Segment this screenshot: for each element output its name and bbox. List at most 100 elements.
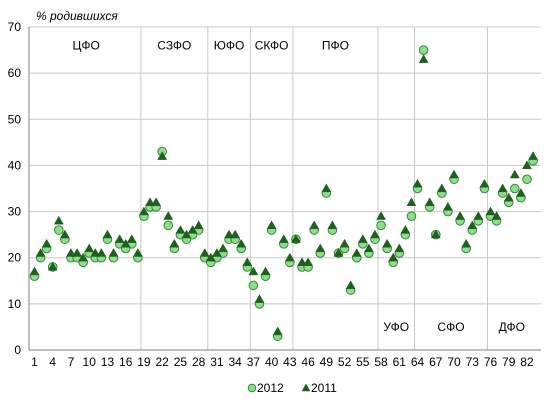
point-2011	[400, 225, 411, 234]
point-2011	[515, 188, 526, 197]
x-tick-label: 58	[374, 355, 388, 369]
point-2011	[41, 238, 52, 248]
x-tick-label: 67	[429, 355, 443, 369]
legend: 2012 2011	[247, 381, 337, 395]
y-tick-label: 60	[8, 66, 22, 80]
point-2011	[151, 197, 162, 206]
point-2011	[157, 151, 168, 160]
point-2011	[53, 215, 64, 225]
point-2011	[473, 211, 484, 220]
axes	[28, 27, 541, 351]
x-tick-label: 82	[520, 355, 534, 369]
x-tick-label: 1	[31, 355, 38, 369]
point-2011	[35, 248, 46, 257]
x-tick-label: 16	[119, 355, 133, 369]
x-tick-label: 34	[228, 355, 242, 369]
point-2011	[284, 252, 295, 262]
point-2011	[108, 248, 119, 257]
x-tick-label: 52	[338, 355, 352, 369]
point-2011	[211, 248, 222, 257]
y-axis-title: % родившихся	[36, 9, 118, 23]
point-2011	[503, 192, 514, 202]
point-2012	[376, 220, 386, 231]
point-2011	[84, 243, 95, 253]
point-2011	[376, 211, 386, 220]
y-tick-label: 20	[8, 251, 22, 265]
point-2011	[412, 178, 423, 188]
point-2011	[479, 178, 490, 188]
region-label: СКФО	[255, 38, 289, 52]
point-2011	[278, 234, 289, 243]
x-tick-label: 19	[137, 355, 151, 369]
x-tick-label: 64	[411, 355, 425, 369]
point-2011	[78, 252, 89, 262]
point-2011	[291, 234, 301, 243]
point-2011	[230, 229, 241, 239]
point-2011	[126, 234, 137, 243]
x-tick-label: 28	[192, 355, 206, 369]
x-tick-label: 46	[301, 355, 315, 369]
point-2011	[102, 229, 113, 239]
y-tick-label: 10	[8, 297, 22, 311]
point-2011	[497, 183, 508, 193]
point-2012	[510, 183, 520, 194]
x-tick-label: 61	[393, 355, 407, 369]
point-2011	[266, 220, 277, 230]
region-label: ПФО	[322, 38, 349, 52]
y-tick-label: 0	[14, 343, 21, 357]
x-tick-labels: 1 4 7 10 13 16 19 22 25 28 31 34 37 40 43 46 49 52 55 58 61 6…	[31, 355, 534, 369]
point-2011	[382, 238, 393, 248]
point-2011	[254, 294, 265, 303]
point-2011	[485, 206, 496, 216]
point-2011	[522, 160, 532, 170]
legend-label-2012: 2012	[257, 381, 284, 395]
point-2011	[509, 169, 520, 179]
point-2011	[59, 229, 70, 239]
region-label: СЗФО	[157, 38, 191, 52]
y-tick-label: 70	[8, 20, 22, 34]
x-tick-label: 10	[83, 355, 97, 369]
point-2011	[72, 248, 82, 257]
x-tick-label: 55	[356, 355, 370, 369]
x-tick-label: 22	[156, 355, 170, 369]
point-2011	[406, 197, 417, 206]
point-2011	[315, 243, 326, 253]
point-2011	[357, 234, 368, 243]
point-2011	[242, 257, 253, 266]
point-2011	[260, 266, 271, 276]
point-2011	[181, 229, 192, 239]
point-2011	[120, 238, 131, 248]
point-2011	[333, 248, 344, 257]
point-2011	[169, 238, 180, 248]
point-2011	[388, 252, 399, 262]
region-label: СФО	[437, 320, 464, 334]
point-2011	[394, 243, 405, 253]
x-tick-label: 49	[320, 355, 334, 369]
legend-marker-2011	[301, 383, 311, 392]
point-2011	[339, 238, 350, 248]
x-tick-label: 79	[502, 355, 516, 369]
point-2011	[90, 248, 101, 257]
point-2011	[248, 266, 259, 276]
x-tick-label: 37	[247, 355, 261, 369]
point-2011	[309, 220, 320, 230]
legend-marker-2012	[247, 383, 257, 393]
point-2011	[418, 54, 429, 63]
point-2011	[303, 257, 314, 266]
y-tick-label: 50	[8, 112, 22, 126]
point-2012	[406, 211, 417, 221]
point-2011	[139, 206, 149, 216]
x-tick-label: 4	[49, 355, 56, 369]
point-2011	[205, 252, 216, 262]
point-2011	[370, 229, 380, 239]
point-2011	[467, 220, 478, 230]
x-tick-label: 25	[174, 355, 188, 369]
point-2011	[345, 280, 356, 290]
y-tick-labels: 0 10 20 30 40 50 60 70	[8, 20, 22, 357]
point-2012	[54, 225, 64, 235]
point-2011	[132, 248, 143, 257]
point-2011	[449, 169, 459, 179]
region-label: ДФО	[499, 320, 525, 334]
point-2011	[436, 183, 447, 193]
